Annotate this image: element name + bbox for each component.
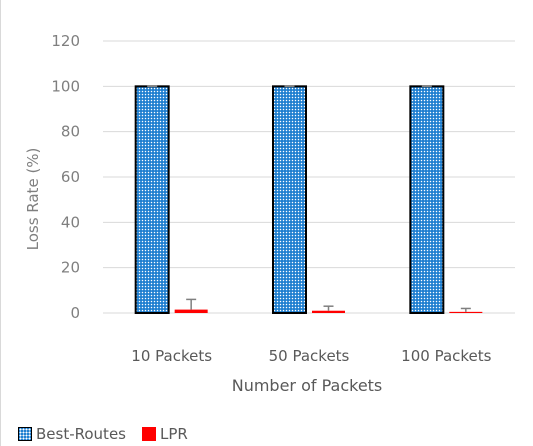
y-axis-label: Loss Rate (%) [24,148,42,251]
y-tick-label: 80 [61,123,80,141]
y-tick-labels: 0 20 40 60 80 100 120 [51,32,80,322]
bars [134,85,483,315]
y-tick-label: 60 [61,168,80,186]
x-tick-label: 100 Packets [401,347,491,365]
best-routes-bar [134,85,170,315]
y-tick-label: 20 [61,259,80,277]
legend: Best-Routes LPR [18,425,204,443]
best-routes-swatch [18,427,32,441]
y-tick-label: 40 [61,213,80,231]
legend-label-lpr: LPR [160,425,188,443]
lpr-swatch [142,427,156,441]
x-axis-label: Number of Packets [232,376,383,395]
left-border [0,0,1,446]
gridlines [103,40,515,314]
x-tick-label: 50 Packets [269,347,350,365]
y-tick-label: 100 [51,77,80,95]
legend-item-lpr: LPR [142,425,188,443]
error-bars [147,85,471,312]
x-tick-labels: 10 Packets 50 Packets 100 Packets [131,347,491,365]
legend-label-best-routes: Best-Routes [36,425,126,443]
loss-rate-bar-chart: 0 20 40 60 80 100 120 10 Packets 50 Packets 100 … [24,32,515,395]
legend-item-best-routes: Best-Routes [18,425,126,443]
lpr-bar [312,310,345,313]
best-routes-bar [272,85,307,315]
y-tick-label: 0 [70,304,80,322]
lpr-bar [174,309,208,313]
lpr-bar [449,311,483,313]
x-tick-label: 10 Packets [131,347,212,365]
y-tick-label: 120 [51,32,80,50]
best-routes-bar [409,85,445,315]
